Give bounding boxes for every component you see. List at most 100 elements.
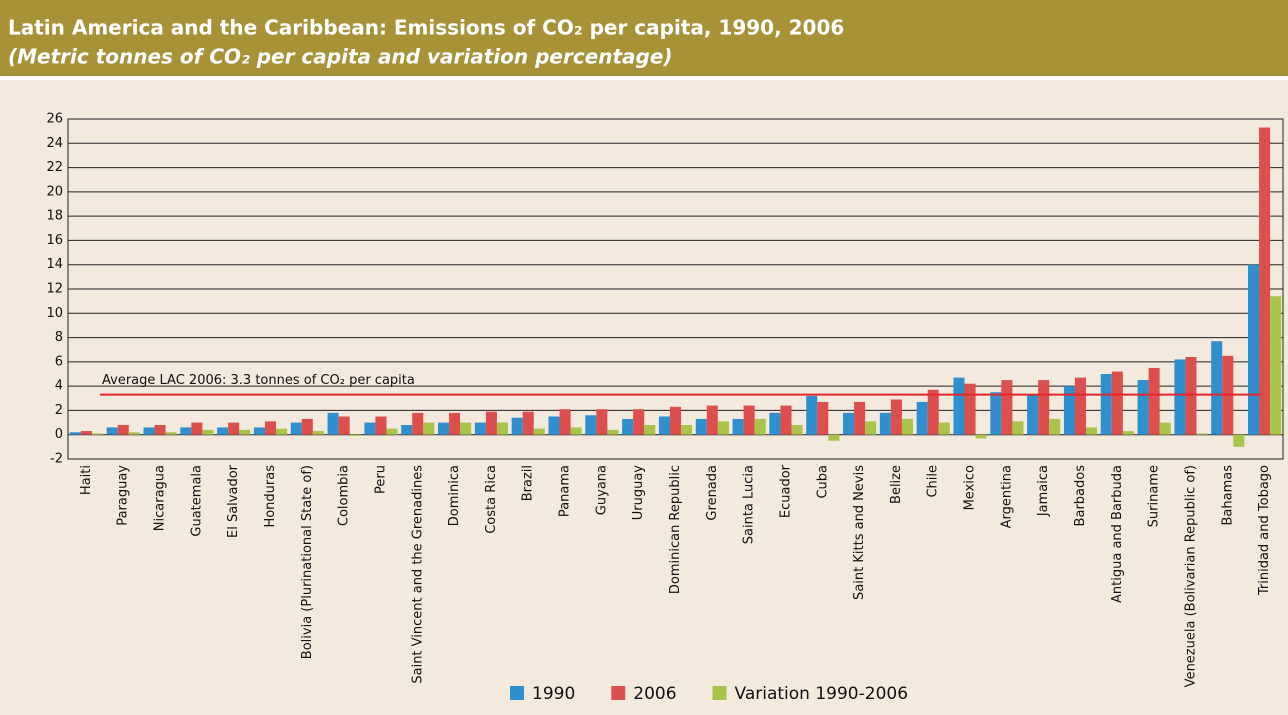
y-tick-label: 10 [46, 306, 63, 321]
bar [312, 431, 324, 435]
bar [438, 422, 450, 435]
bar [449, 412, 461, 435]
bar [191, 422, 203, 435]
x-tick-label: Mexico [963, 465, 978, 510]
bar [106, 427, 118, 435]
average-label: Average LAC 2006: 3.3 tonnes of CO₂ per … [102, 373, 415, 388]
header [0, 0, 1288, 76]
bar [217, 427, 229, 435]
y-tick-label: 22 [46, 160, 63, 175]
bar [743, 405, 755, 435]
bar [1137, 380, 1149, 435]
bar [927, 389, 939, 435]
bar [843, 412, 855, 435]
bar [128, 432, 140, 435]
x-tick-label: Dominica [447, 465, 462, 526]
bar [412, 412, 424, 435]
y-tick-label: 26 [46, 112, 63, 127]
y-tick-label: -2 [50, 452, 63, 467]
bar [239, 429, 251, 435]
bar [1185, 357, 1197, 435]
x-tick-label: Haiti [79, 465, 94, 495]
y-tick-label: 20 [46, 184, 63, 199]
bar [1111, 371, 1123, 435]
bar [1196, 433, 1208, 435]
bar [533, 428, 545, 435]
bar [1259, 127, 1271, 435]
bar [401, 425, 413, 435]
bar [1270, 296, 1282, 435]
bar [1074, 377, 1087, 435]
bar [990, 392, 1002, 435]
bar [349, 434, 361, 436]
x-tick-label: Brazil [521, 465, 536, 501]
bar [327, 412, 339, 435]
x-tick-label: Ecuador [778, 464, 793, 518]
bar [474, 422, 486, 435]
bar [80, 431, 92, 435]
bar [91, 433, 103, 435]
x-tick-label: El Salvador [226, 464, 241, 538]
x-tick-label: Peru [373, 465, 388, 494]
y-tick-label: 8 [55, 330, 63, 345]
bar [633, 409, 645, 435]
bar [916, 401, 928, 435]
bar [964, 383, 976, 435]
x-tick-label: Saint Kitts and Nevis [852, 465, 867, 600]
bar [1049, 418, 1061, 435]
y-tick-label: 0 [55, 427, 63, 442]
x-tick-label: Uruguay [631, 465, 646, 521]
bar [1100, 374, 1112, 435]
bar [522, 411, 534, 435]
bar [717, 421, 729, 435]
x-tick-label: Nicaragua [153, 465, 168, 531]
chart-background [0, 80, 1288, 715]
bar [559, 409, 571, 435]
x-tick-label: Saint Vincent and the Grenadines [410, 465, 425, 684]
bar [511, 417, 523, 435]
x-tick-label: Sainta Lucia [742, 465, 757, 544]
legend-swatch [510, 686, 524, 700]
y-tick-label: 16 [46, 233, 63, 248]
bar [154, 425, 166, 435]
legend-swatch [611, 686, 626, 700]
y-tick-label: 4 [55, 379, 63, 394]
bar [202, 429, 214, 435]
bar [854, 401, 866, 435]
bar [117, 425, 129, 435]
bar [1233, 434, 1245, 447]
bar [386, 428, 398, 435]
legend-label: 2006 [633, 684, 676, 704]
bar [596, 409, 608, 435]
bar [658, 416, 670, 435]
bar [548, 416, 560, 435]
bar [276, 428, 288, 435]
bar [953, 377, 965, 435]
bar [1174, 359, 1186, 435]
x-tick-label: Venezuela (Bolivarian Republic of) [1183, 465, 1198, 687]
x-tick-label: Trinidad and Tobago [1257, 465, 1272, 596]
bar [180, 427, 192, 435]
bar [1012, 421, 1024, 435]
bar [706, 405, 718, 435]
bar [622, 418, 634, 435]
bar [644, 425, 656, 435]
y-tick-label: 24 [46, 136, 63, 151]
x-tick-label: Guyana [594, 465, 609, 515]
x-tick-label: Suriname [1147, 465, 1162, 527]
bar [165, 432, 177, 435]
bar [669, 406, 682, 435]
bar [975, 434, 987, 439]
y-tick-label: 14 [46, 257, 63, 272]
x-tick-label: Antigua and Barbuda [1110, 465, 1125, 603]
bar [1159, 422, 1171, 435]
bar [1122, 431, 1134, 435]
bar [769, 412, 781, 435]
bar [780, 405, 792, 435]
x-tick-label: Colombia [337, 465, 352, 526]
bar [570, 427, 582, 435]
bar [264, 421, 277, 435]
bar [485, 411, 497, 435]
bar [496, 422, 508, 435]
